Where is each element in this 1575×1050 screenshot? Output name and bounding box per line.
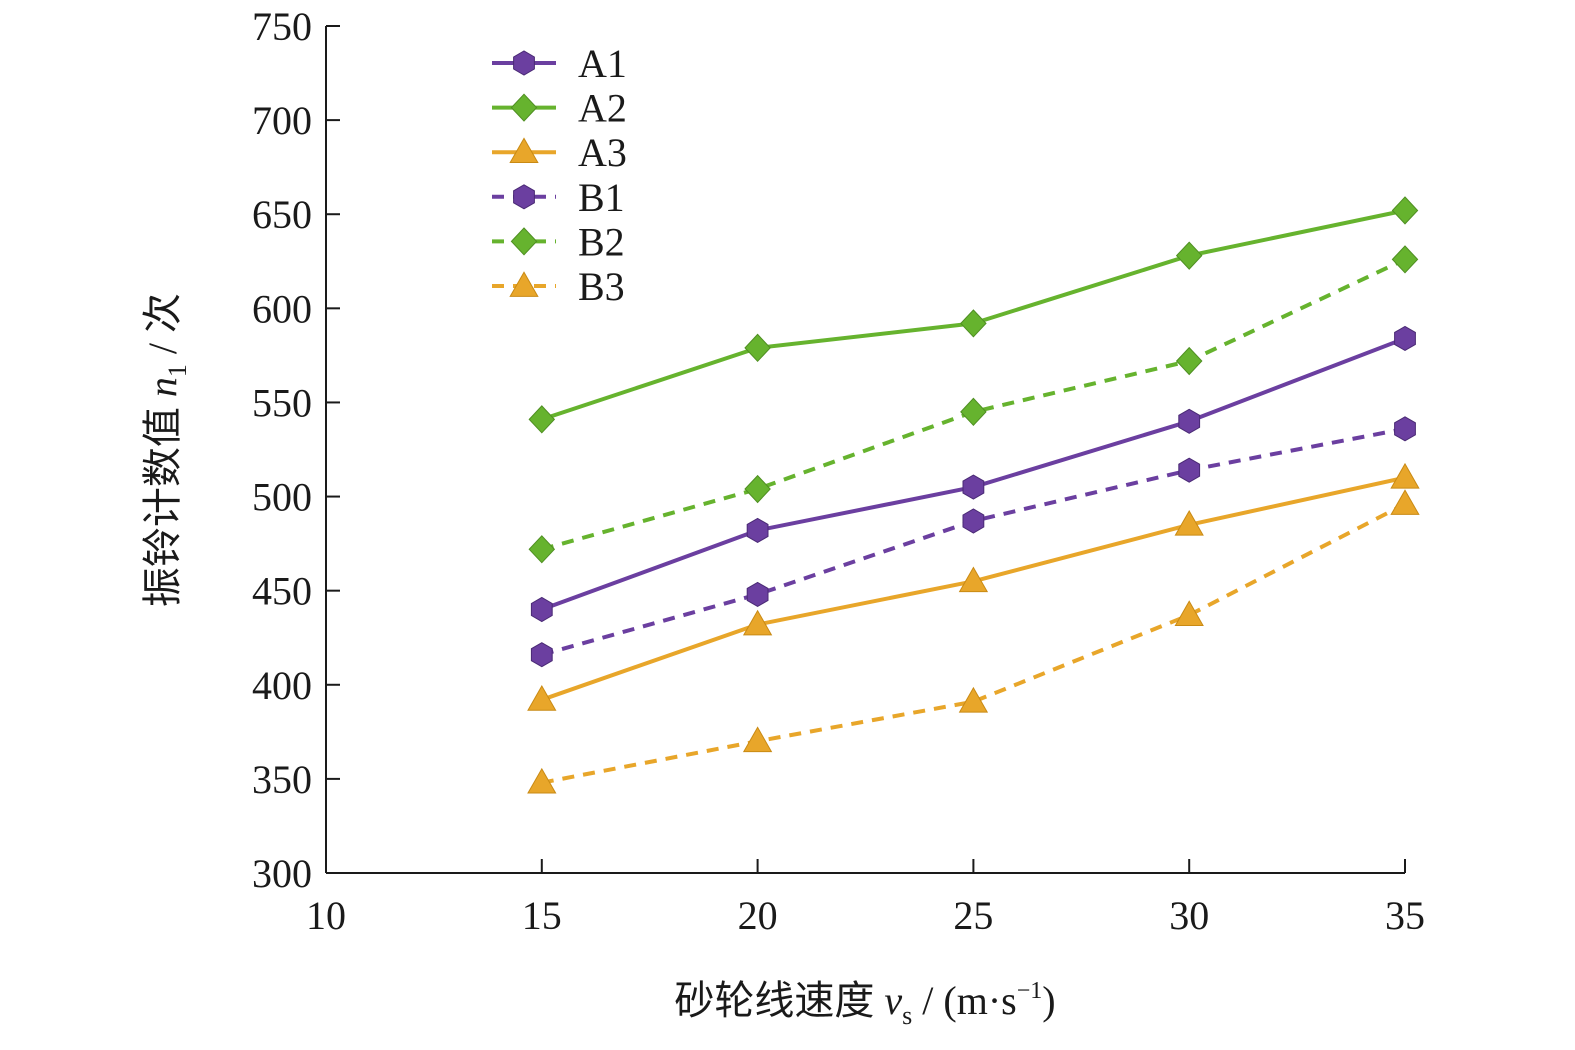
series-b3 — [527, 489, 1420, 794]
data-point-b3 — [1174, 600, 1204, 626]
legend-label-a2: A2 — [578, 86, 627, 131]
series-line-b2 — [541, 257, 1406, 552]
legend-marker-b2 — [510, 227, 538, 256]
data-point-b2 — [1175, 346, 1203, 376]
data-point-a2 — [1391, 196, 1419, 225]
data-point-a2 — [1175, 241, 1203, 270]
series-b1 — [530, 416, 1416, 668]
y-axis-title: 振铃计数值 n1 / 次 — [140, 293, 192, 607]
legend-item-b1: B1 — [492, 175, 625, 220]
x-axis-title-prefix: 砂轮线速度 — [674, 978, 884, 1023]
legend-item-b3: B3 — [492, 264, 625, 309]
data-point-a1 — [1178, 408, 1201, 434]
data-point-a1 — [1394, 325, 1416, 351]
data-point-b3 — [958, 686, 989, 713]
legend-item-a3: A3 — [492, 130, 627, 175]
data-point-a1 — [962, 474, 985, 500]
data-point-b2 — [960, 397, 987, 427]
data-point-b3 — [1390, 489, 1420, 515]
data-point-b3 — [742, 726, 773, 753]
x-tick-label: 15 — [522, 893, 562, 938]
data-point-b1 — [530, 642, 553, 668]
series-a3 — [527, 462, 1420, 711]
legend-marker-b3 — [509, 271, 539, 297]
data-point-a2 — [744, 333, 771, 363]
data-point-a3 — [1390, 462, 1420, 489]
series-line-b3 — [541, 502, 1406, 785]
legend-marker-b1 — [513, 184, 535, 210]
x-tick-label: 10 — [306, 893, 346, 938]
legend-label-a1: A1 — [578, 41, 627, 86]
data-point-b2 — [528, 535, 556, 564]
y-tick-label: 550 — [252, 380, 312, 425]
y-tick-label: 750 — [252, 4, 312, 49]
data-point-a3 — [958, 566, 989, 593]
x-tick-label: 30 — [1169, 893, 1209, 938]
legend-marker-a2 — [510, 93, 538, 122]
data-point-b2 — [1391, 245, 1419, 274]
series-b2 — [528, 245, 1419, 564]
data-point-b2 — [744, 474, 771, 504]
data-point-b1 — [962, 508, 985, 534]
y-tick-label: 700 — [252, 98, 312, 143]
x-axis-title-sub: s — [902, 1001, 912, 1030]
data-point-a1 — [746, 517, 769, 543]
data-point-b1 — [746, 581, 769, 607]
data-point-a2 — [528, 405, 556, 434]
x-tick-label: 20 — [738, 893, 778, 938]
data-point-a3 — [527, 684, 557, 711]
y-tick-label: 350 — [252, 757, 312, 802]
series-group — [527, 196, 1420, 794]
axis-titles: 砂轮线速度 vs / (m·s−1) 振铃计数值 n1 / 次 — [140, 293, 1056, 1030]
y-axis-title-sub: 1 — [163, 364, 192, 377]
legend-item-a2: A2 — [492, 86, 627, 131]
y-axis-title-prefix: 振铃计数值 — [140, 397, 185, 607]
axes: 300 350 400 450 500 550 600 650 700 750 10 15 20 25 30… — [252, 4, 1425, 938]
data-point-a1 — [530, 596, 553, 623]
series-a1 — [530, 325, 1416, 623]
data-point-b1 — [1178, 457, 1201, 483]
legend-label-b2: B2 — [578, 219, 625, 264]
y-tick-label: 450 — [252, 569, 312, 614]
legend-label-b1: B1 — [578, 175, 625, 220]
x-axis-title-sup: −1 — [1017, 978, 1043, 1004]
legend-item-b2: B2 — [492, 219, 625, 264]
x-tick-label: 25 — [953, 893, 993, 938]
series-line-b1 — [541, 426, 1406, 657]
y-tick-label: 500 — [252, 475, 312, 520]
x-tick-label: 35 — [1385, 893, 1425, 938]
legend-marker-a1 — [513, 50, 535, 76]
x-axis-title-unit-close: ) — [1042, 978, 1055, 1023]
y-tick-label: 650 — [252, 192, 312, 237]
series-a2 — [528, 196, 1419, 434]
y-axis-title-var: n — [140, 377, 185, 397]
y-tick-label: 600 — [252, 286, 312, 331]
x-axis-title-var: v — [884, 978, 902, 1023]
y-tick-label: 300 — [252, 851, 312, 896]
y-tick-label: 400 — [252, 663, 312, 708]
data-point-a3 — [742, 609, 773, 636]
x-axis-title-unit-open: / (m·s — [912, 978, 1016, 1023]
data-point-b3 — [527, 767, 557, 794]
legend-marker-a3 — [509, 137, 539, 163]
legend-label-b3: B3 — [578, 264, 625, 309]
y-axis-title-suffix: / 次 — [140, 293, 185, 364]
data-point-a3 — [1174, 509, 1204, 536]
x-axis-title: 砂轮线速度 vs / (m·s−1) — [674, 978, 1055, 1030]
data-point-b1 — [1394, 416, 1416, 442]
data-point-a2 — [960, 309, 987, 338]
legend-item-a1: A1 — [492, 41, 627, 86]
legend-label-a3: A3 — [578, 130, 627, 175]
